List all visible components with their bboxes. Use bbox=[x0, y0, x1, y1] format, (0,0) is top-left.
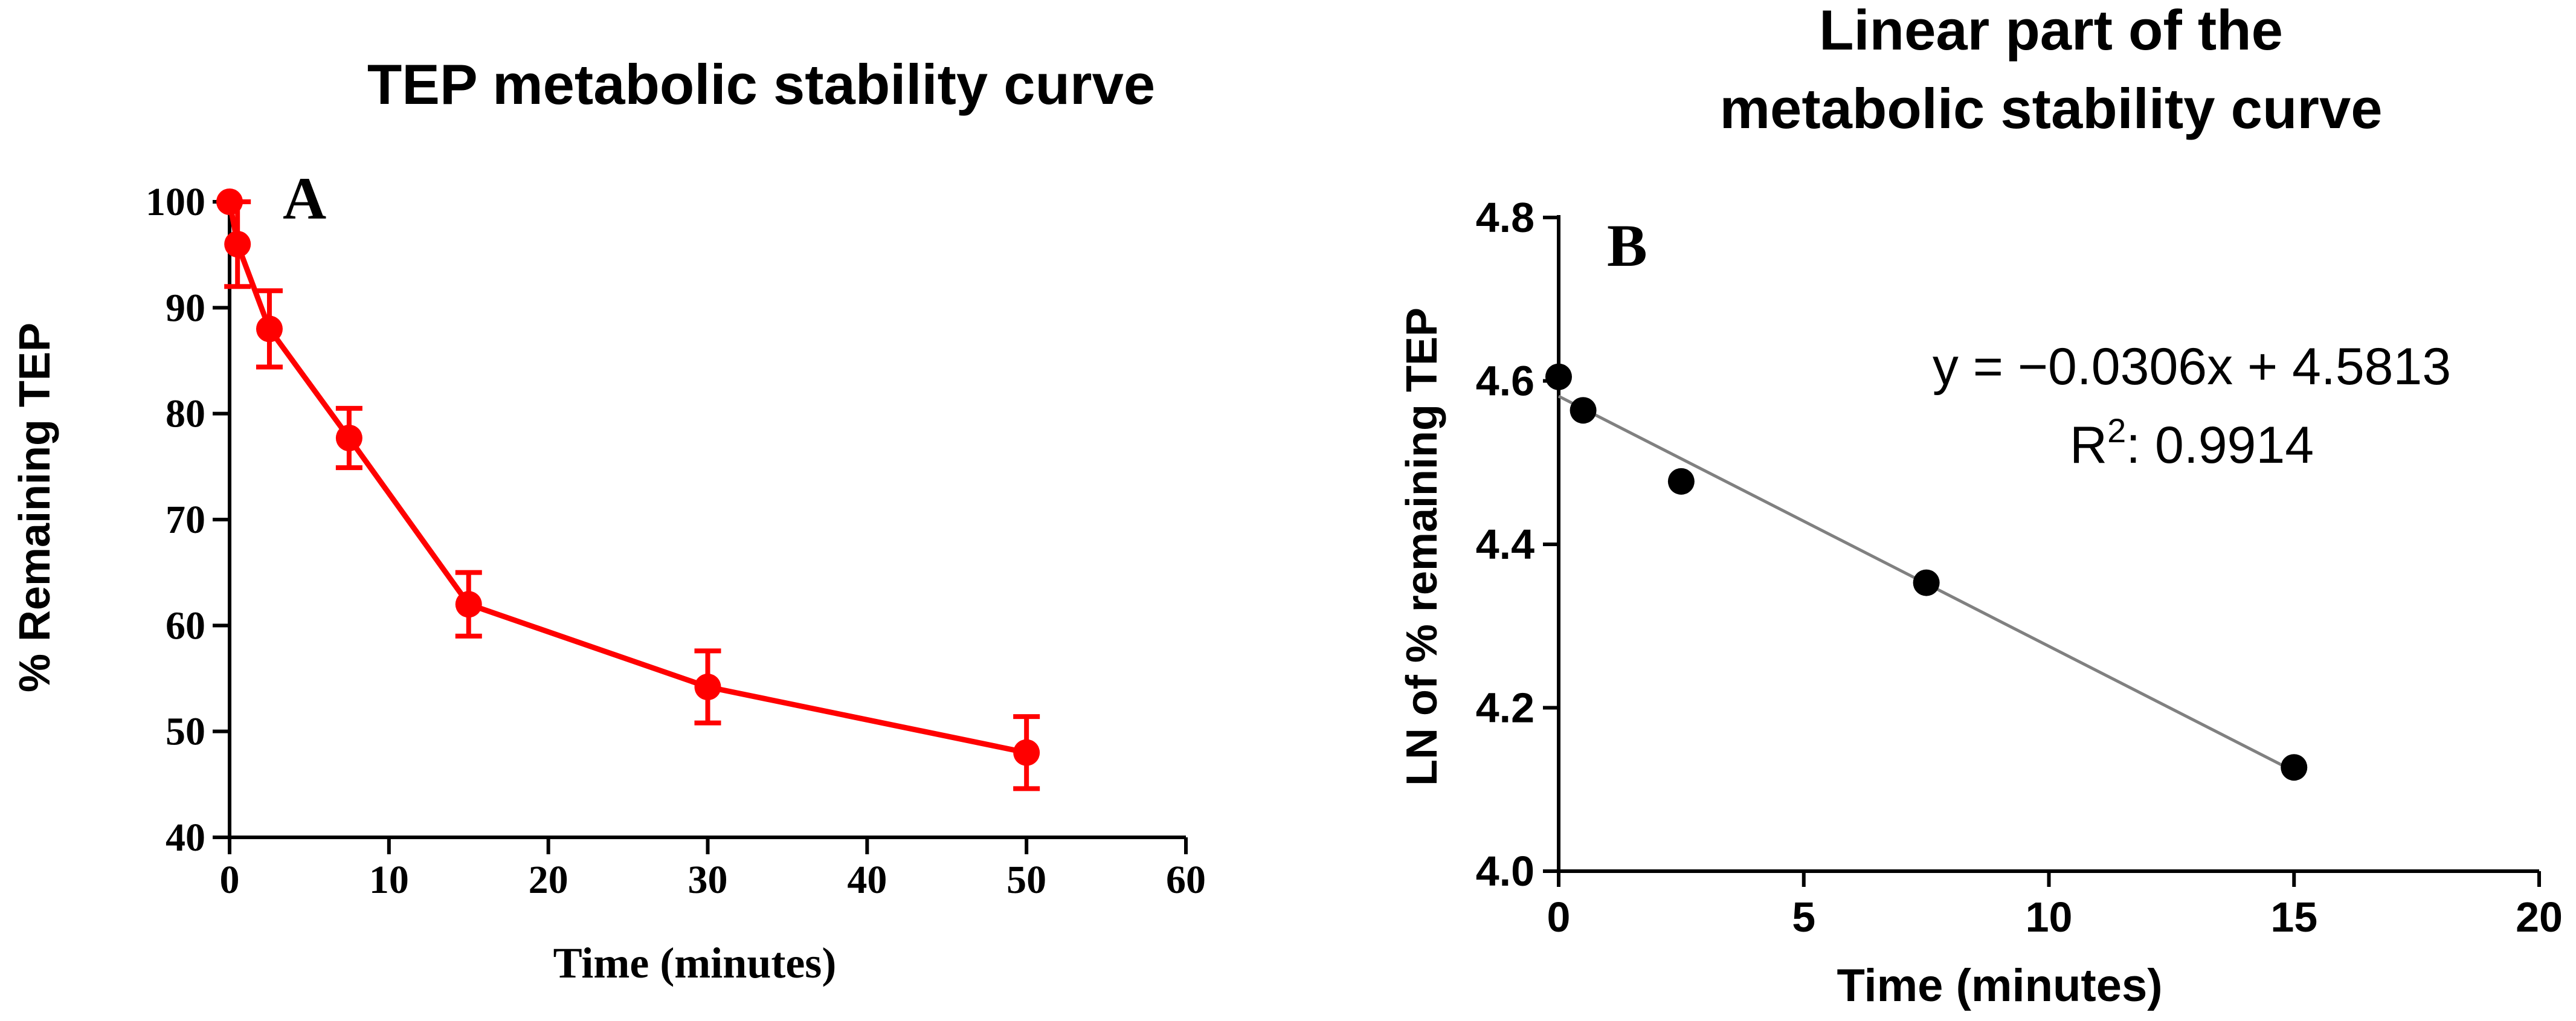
chart-panel-b: Linear part of the metabolic stability c… bbox=[1398, 0, 2563, 1011]
chart-panel-a: TEP metabolic stability curve A % Remain… bbox=[11, 53, 1206, 987]
chart-b-data-point bbox=[1913, 569, 1940, 596]
chart-a-data-point bbox=[224, 231, 251, 258]
chart-a-data-point bbox=[335, 424, 362, 451]
chart-b-y-tick-label: 4.8 bbox=[1476, 194, 1534, 241]
chart-b-data-point bbox=[1570, 397, 1597, 424]
chart-a-x-tick-label: 30 bbox=[688, 858, 728, 902]
chart-a-y-tick-label: 90 bbox=[166, 286, 205, 330]
chart-a-x-tick-label: 0 bbox=[220, 858, 240, 902]
chart-a-x-tick-label: 10 bbox=[369, 858, 409, 902]
chart-b-r-squared-sup: 2 bbox=[2107, 411, 2126, 449]
chart-a-y-tick-label: 80 bbox=[166, 392, 205, 436]
chart-a-y-tick-label: 60 bbox=[166, 604, 205, 648]
chart-a-data-point bbox=[216, 188, 243, 215]
chart-b-y-tick-label: 4.6 bbox=[1476, 358, 1534, 405]
chart-b-y-tick-label: 4.2 bbox=[1476, 684, 1534, 732]
chart-b-panel-letter: B bbox=[1607, 212, 1647, 279]
chart-a-series-line bbox=[227, 201, 1028, 756]
chart-b-x-axis-label: Time (minutes) bbox=[1837, 960, 2162, 1011]
chart-a-data-point bbox=[455, 591, 482, 618]
chart-b-x-tick-label: 0 bbox=[1547, 894, 1571, 941]
chart-b-r-squared-value: : 0.9914 bbox=[2126, 416, 2314, 474]
chart-a-panel-letter: A bbox=[283, 165, 326, 232]
chart-b-y-tick-label: 4.4 bbox=[1476, 521, 1534, 568]
chart-b-y-tick-label: 4.0 bbox=[1476, 848, 1534, 895]
chart-b-axes: 0 5 10 15 20 4.0 4.2 4.4 4.6 4.8 bbox=[1476, 194, 2563, 941]
chart-b-x-tick-label: 20 bbox=[2516, 894, 2563, 941]
chart-a-x-tick-label: 60 bbox=[1166, 858, 1206, 902]
chart-a-data-point bbox=[694, 674, 721, 701]
chart-b-x-tick-label: 5 bbox=[1792, 894, 1815, 941]
chart-b-data-point bbox=[1545, 363, 1572, 390]
chart-a-data-point bbox=[1013, 739, 1040, 766]
chart-b-r-squared: R2: 0.9914 bbox=[2070, 411, 2314, 474]
chart-a-data bbox=[216, 188, 1040, 791]
chart-b-data bbox=[1545, 363, 2308, 781]
chart-a-y-tick-label: 100 bbox=[146, 180, 205, 224]
chart-a-title: TEP metabolic stability curve bbox=[367, 53, 1155, 116]
chart-b-equation: y = −0.0306x + 4.5813 bbox=[1933, 338, 2451, 396]
chart-b-x-tick-label: 10 bbox=[2026, 894, 2073, 941]
chart-b-data-point bbox=[2281, 754, 2308, 781]
chart-a-axes: 0 10 20 30 40 50 60 40 50 60 70 80 90 100 bbox=[146, 180, 1206, 902]
chart-b-r-squared-r: R bbox=[2070, 416, 2107, 474]
chart-a-y-axis-label: % Remaining TEP bbox=[11, 323, 59, 692]
chart-a-x-tick-label: 40 bbox=[847, 858, 887, 902]
chart-b-y-axis-label: LN of % remaining TEP bbox=[1398, 308, 1446, 786]
chart-a-x-tick-label: 20 bbox=[529, 858, 568, 902]
chart-a-y-tick-label: 70 bbox=[166, 498, 205, 542]
chart-a-y-tick-label: 50 bbox=[166, 710, 205, 754]
chart-a-x-axis-label: Time (minutes) bbox=[553, 939, 837, 987]
chart-b-x-tick-label: 15 bbox=[2270, 894, 2317, 941]
chart-b-title-line-1: Linear part of the bbox=[1819, 0, 2283, 62]
chart-a-x-tick-label: 50 bbox=[1006, 858, 1046, 902]
chart-b-data-point bbox=[1667, 468, 1695, 495]
chart-a-y-tick-label: 40 bbox=[166, 816, 205, 860]
chart-a-data-point bbox=[256, 315, 283, 343]
chart-b-title-line-2: metabolic stability curve bbox=[1719, 77, 2382, 140]
